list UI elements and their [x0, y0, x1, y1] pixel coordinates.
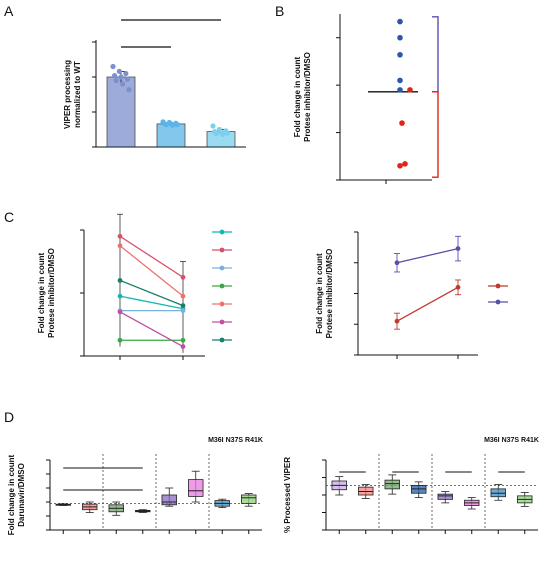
data-point	[118, 74, 124, 80]
legend-marker-1	[219, 229, 225, 235]
data-point	[116, 68, 122, 74]
panel-b-scatter-chart: Fold change in countProtese inhibitor/DM…	[293, 14, 439, 184]
legend-marker-5	[219, 283, 225, 289]
y-axis-title-line: Protese inhibitor/DMSO	[47, 248, 56, 338]
legend-marker-6	[495, 299, 501, 305]
data-point	[126, 87, 132, 93]
data-point	[112, 73, 118, 79]
bar-darunavir	[156, 123, 186, 148]
series-point-7	[180, 293, 186, 299]
data-point-1	[397, 87, 403, 93]
series-point-2	[180, 274, 186, 280]
data-point-3	[399, 120, 405, 126]
data-point-9	[397, 77, 403, 84]
series-point-9	[180, 303, 186, 308]
data-point	[163, 122, 169, 128]
bracket-d35	[432, 91, 439, 178]
series-line-1	[119, 295, 184, 310]
y-axis-title-line: Fold change in count	[293, 56, 302, 137]
box	[188, 479, 204, 497]
bar-wt	[106, 76, 136, 148]
series-point-6	[455, 246, 461, 252]
data-point	[120, 81, 126, 87]
data-point-8	[397, 162, 403, 169]
panel-letter-b: B	[275, 3, 284, 19]
data-point	[123, 70, 129, 77]
data-point	[213, 131, 219, 137]
panel-letter-a: A	[4, 3, 14, 19]
data-point	[170, 122, 176, 128]
series-line-9	[119, 279, 184, 307]
series-point-5	[117, 337, 123, 343]
group-label: M36I N37S R41K	[208, 437, 263, 444]
legend-marker-4	[495, 283, 501, 289]
y-axis-title-line: Fold change in count	[315, 253, 324, 334]
data-point	[220, 131, 226, 137]
data-point-5	[402, 161, 408, 167]
y-axis-title: Fold change in countProtese inhibitor/DM…	[37, 248, 56, 338]
box	[384, 479, 400, 490]
series-point-7	[117, 243, 123, 249]
data-point	[113, 77, 119, 84]
panel-d-processed-viper-box-chart: % Processed VIPER M36I N37S R41K	[283, 437, 539, 534]
y-axis-title-line: Protese inhibitor/DMSO	[303, 52, 312, 142]
group-label: M36I N37S R41K	[484, 437, 539, 444]
y-axis-title-line: % Processed VIPER	[283, 457, 292, 533]
series-line-7	[119, 245, 184, 297]
data-point	[124, 76, 130, 82]
y-axis-title-line: Fold change in count	[7, 454, 16, 535]
series-point-3	[180, 308, 186, 314]
series-point-2	[117, 233, 123, 239]
panel-letter-c: C	[4, 209, 14, 225]
box	[241, 494, 257, 504]
series-line-2	[119, 235, 184, 278]
data-point	[110, 63, 116, 70]
data-point-4	[407, 87, 413, 93]
series-line-4	[396, 286, 459, 322]
y-axis-title: Fold change in countProtese inhibitor/DM…	[293, 52, 312, 142]
legend-marker-8	[219, 319, 225, 325]
y-axis-title: Fold change in countDarunavir/DMSO	[7, 454, 26, 535]
panel-c-mutation-line-chart: Fold change in countProtese inhibitor/DM…	[315, 231, 508, 359]
panel-c-line-chart: Fold change in countProtese inhibitor/DM…	[37, 213, 232, 360]
y-axis-title-line: Protese inhibitor/DMSO	[325, 249, 334, 339]
data-point	[224, 130, 230, 136]
data-point-2	[397, 34, 403, 41]
series-point-8	[117, 309, 123, 315]
y-axis-title: Fold change in countProtese inhibitor/DM…	[315, 249, 334, 339]
series-point-4	[394, 318, 400, 324]
panel-d-fold-change-box-chart: Fold change in countDarunavir/DMSO M36I N…	[7, 437, 263, 535]
panel-a-bar-chart: VIPER processingnormalized to WT	[63, 19, 246, 148]
panel-letter-d: D	[4, 409, 14, 425]
series-line-6	[396, 247, 459, 264]
data-point	[174, 122, 180, 128]
legend-marker-2	[219, 247, 225, 253]
series-point-8	[180, 344, 186, 349]
data-point-7	[397, 18, 403, 25]
legend-marker-7	[219, 301, 225, 307]
data-point-6	[397, 51, 403, 58]
series-point-9	[117, 278, 123, 283]
bracket-e35	[432, 16, 439, 93]
series-point-4	[455, 284, 461, 290]
series-point-6	[394, 260, 400, 266]
legend-marker-9	[219, 337, 225, 343]
data-point	[210, 123, 216, 129]
box	[437, 493, 453, 500]
series-point-1	[117, 293, 123, 299]
y-axis-title: % Processed VIPER	[283, 457, 292, 533]
y-axis-title-line: Darunavir/DMSO	[17, 463, 26, 527]
box	[161, 494, 177, 506]
y-axis-title-line: VIPER processing	[63, 60, 72, 129]
series-line-8	[119, 311, 184, 348]
series-point-5	[180, 337, 186, 343]
legend-marker-3	[219, 265, 225, 271]
y-axis-title-line: normalized to WT	[73, 61, 82, 128]
y-axis-title-line: Fold change in count	[37, 252, 46, 333]
y-axis-title: VIPER processingnormalized to WT	[63, 60, 82, 129]
